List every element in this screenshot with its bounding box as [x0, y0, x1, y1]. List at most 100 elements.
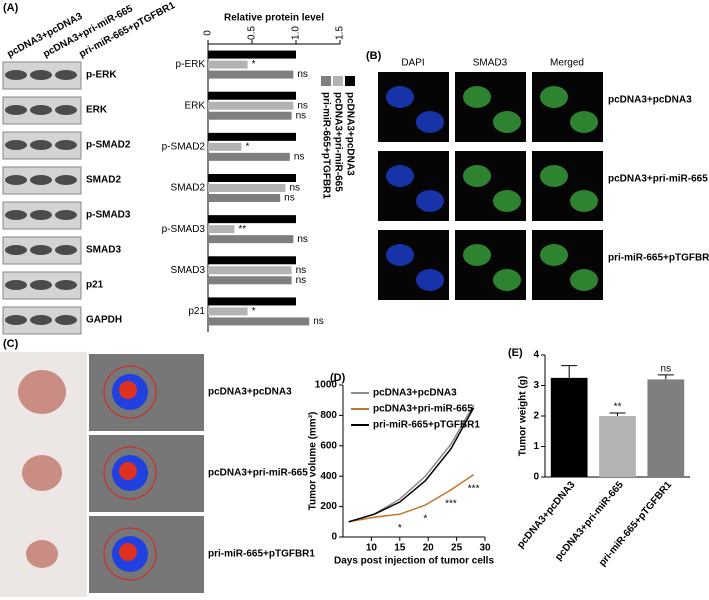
- bar: [599, 416, 636, 477]
- bar: [208, 152, 290, 161]
- micrograph: [532, 72, 603, 142]
- blot-band: [30, 245, 52, 255]
- cell: [386, 244, 414, 266]
- panel-label: (D): [330, 372, 346, 384]
- protein-label: GAPDH: [86, 315, 122, 326]
- significance: **: [614, 402, 622, 413]
- blot-band: [30, 140, 52, 150]
- error-bar: [561, 365, 578, 378]
- blot-band: [5, 245, 27, 255]
- x-tick-label: 1.0: [291, 26, 302, 40]
- y-tick-label: SMAD2: [171, 183, 206, 194]
- significance: ns: [284, 193, 295, 204]
- cell: [493, 190, 521, 212]
- cell: [416, 269, 444, 291]
- significance: *: [398, 523, 402, 534]
- significance: ns: [297, 69, 308, 80]
- blot-band: [5, 280, 27, 290]
- bar: [208, 256, 296, 265]
- series-line: [348, 407, 475, 523]
- y-tick-label: 3: [533, 380, 539, 391]
- micrograph: [378, 72, 449, 142]
- micrograph: [455, 230, 526, 300]
- cell: [386, 165, 414, 187]
- micrograph: [455, 72, 526, 142]
- significance: ns: [296, 265, 307, 276]
- y-tick-label: 400: [320, 471, 337, 482]
- cell: [540, 86, 568, 108]
- bar: [208, 142, 242, 151]
- y-tick-label: 0: [533, 472, 539, 483]
- bar: [550, 377, 588, 477]
- blot-band: [55, 210, 77, 220]
- y-tick-label: 1000: [315, 380, 338, 391]
- x-tick-label: 25: [451, 543, 463, 554]
- bar: [208, 235, 294, 244]
- bar: [208, 132, 296, 141]
- roi: [103, 527, 157, 581]
- y-tick-label: 1: [533, 441, 539, 452]
- bar: [208, 225, 235, 234]
- y-tick-label: 0: [331, 532, 337, 543]
- y-tick-label: 800: [320, 410, 337, 421]
- protein-label: SMAD3: [86, 245, 121, 256]
- chart-title: Relative protein level: [224, 13, 324, 24]
- roi: [103, 365, 157, 419]
- significance: ns: [313, 316, 324, 327]
- significance: *: [245, 141, 249, 152]
- signal: [119, 381, 137, 399]
- cell: [416, 111, 444, 133]
- x-tick-label: 1.5: [335, 26, 346, 40]
- bar: [208, 307, 248, 316]
- cell: [463, 165, 491, 187]
- y-axis-label: Tumor weight (g): [518, 376, 529, 456]
- bar: [208, 174, 296, 182]
- bar: [208, 60, 248, 69]
- bar: [208, 91, 296, 100]
- bar: [647, 379, 685, 477]
- tumor: [26, 540, 58, 568]
- cell: [570, 269, 598, 291]
- column-label: Merged: [550, 58, 584, 69]
- significance: *: [252, 59, 256, 70]
- signal: [119, 543, 137, 561]
- bar: [208, 276, 292, 285]
- cell: [463, 244, 491, 266]
- row-label: pri-miR-665+pTGFBR1: [208, 549, 315, 560]
- panel-label: (E): [508, 347, 523, 359]
- cell: [570, 111, 598, 133]
- cell: [463, 86, 491, 108]
- x-tick-label: 15: [394, 543, 406, 554]
- micrograph: [378, 230, 449, 300]
- bar: [208, 194, 281, 202]
- significance: *: [252, 306, 256, 317]
- row-label: pcDNA3+pcDNA3: [208, 387, 292, 398]
- legend-label: pri-miR-665+pTGFBR1: [373, 420, 480, 431]
- blot-band: [30, 175, 52, 185]
- significance: **: [238, 224, 246, 235]
- bar: [208, 101, 294, 110]
- blot-band: [55, 280, 77, 290]
- series-line: [348, 474, 475, 523]
- cell: [386, 86, 414, 108]
- significance: ns: [297, 234, 308, 245]
- significance: ***: [445, 499, 457, 510]
- bar: [208, 215, 296, 224]
- blot-band: [55, 140, 77, 150]
- x-tick-label: 10: [366, 543, 378, 554]
- cell: [540, 244, 568, 266]
- significance: ns: [297, 100, 308, 111]
- tumor: [22, 455, 62, 491]
- blot-band: [55, 315, 77, 325]
- row-label: pri-miR-665+pTGFBR1: [608, 253, 709, 264]
- legend-label: pri-miR-665+pTGFBR1: [320, 92, 331, 199]
- y-tick-label: SMAD3: [171, 265, 206, 276]
- cell: [493, 269, 521, 291]
- error-bar: [657, 374, 674, 380]
- bar: [208, 184, 286, 192]
- panel-label: (B): [366, 50, 382, 62]
- protein-label: ERK: [86, 105, 108, 116]
- y-tick-label: 200: [320, 501, 337, 512]
- blot-band: [30, 105, 52, 115]
- roi: [103, 446, 157, 500]
